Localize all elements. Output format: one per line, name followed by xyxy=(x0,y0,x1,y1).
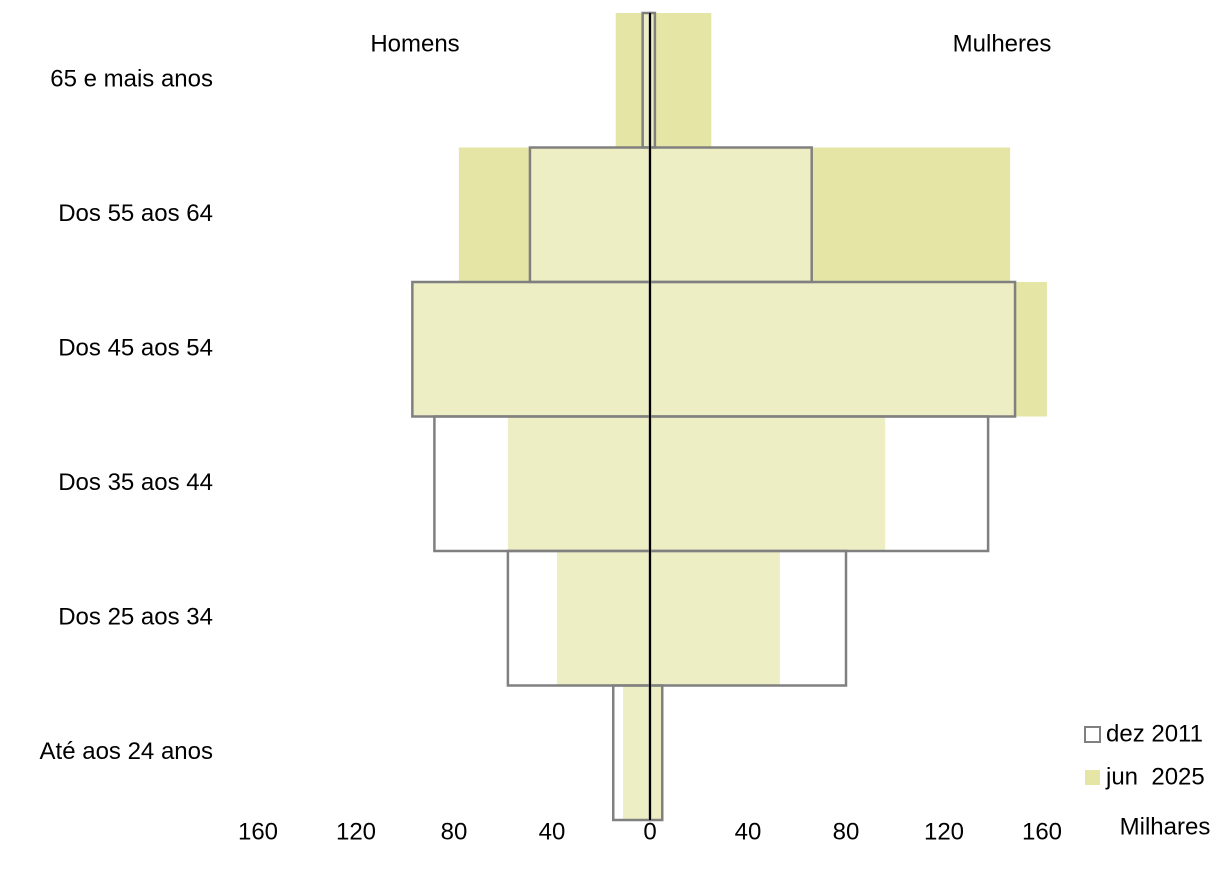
legend-label: jun 2025 xyxy=(1105,763,1205,790)
bar xyxy=(648,280,1017,418)
bar xyxy=(650,282,1047,417)
x-tick-label: 160 xyxy=(1022,818,1062,845)
bar xyxy=(650,147,1011,282)
x-tick-label: 160 xyxy=(238,818,278,845)
bar xyxy=(648,684,664,822)
x-tick-label: 40 xyxy=(735,818,762,845)
category-label: Dos 45 aos 54 xyxy=(58,335,213,362)
bar xyxy=(411,280,652,418)
category-label: Dos 25 aos 34 xyxy=(58,604,213,631)
bar xyxy=(528,146,652,284)
category-label: Até aos 24 anos xyxy=(40,738,213,765)
bar xyxy=(650,416,886,551)
bar xyxy=(507,416,650,551)
bar xyxy=(650,685,662,820)
bar xyxy=(648,415,990,553)
legend-swatch xyxy=(1085,770,1100,785)
bar xyxy=(648,549,848,687)
legend-swatch xyxy=(1084,726,1101,743)
category-label: Dos 55 aos 64 xyxy=(58,200,213,227)
bar xyxy=(650,551,780,686)
bar xyxy=(623,685,650,820)
x-tick-label: 120 xyxy=(924,818,964,845)
bar xyxy=(412,282,650,417)
bar xyxy=(650,13,712,148)
left-label: Homens xyxy=(370,30,459,57)
right-label: Mulheres xyxy=(953,30,1052,57)
x-tick-label: 40 xyxy=(539,818,566,845)
x-axis-label: Milhares xyxy=(1120,813,1211,840)
category-label: 65 e mais anos xyxy=(50,66,213,93)
bar xyxy=(648,146,813,284)
bar xyxy=(433,415,652,553)
category-label: Dos 35 aos 44 xyxy=(58,469,213,496)
x-tick-label: 80 xyxy=(441,818,468,845)
bar xyxy=(506,549,652,687)
x-tick-label: 120 xyxy=(336,818,376,845)
x-tick-label: 80 xyxy=(833,818,860,845)
x-tick-label: 0 xyxy=(643,818,656,845)
bar xyxy=(612,684,652,822)
bar xyxy=(556,551,650,686)
bar xyxy=(615,13,650,148)
bar xyxy=(458,147,650,282)
legend-label: dez 2011 xyxy=(1106,720,1203,747)
